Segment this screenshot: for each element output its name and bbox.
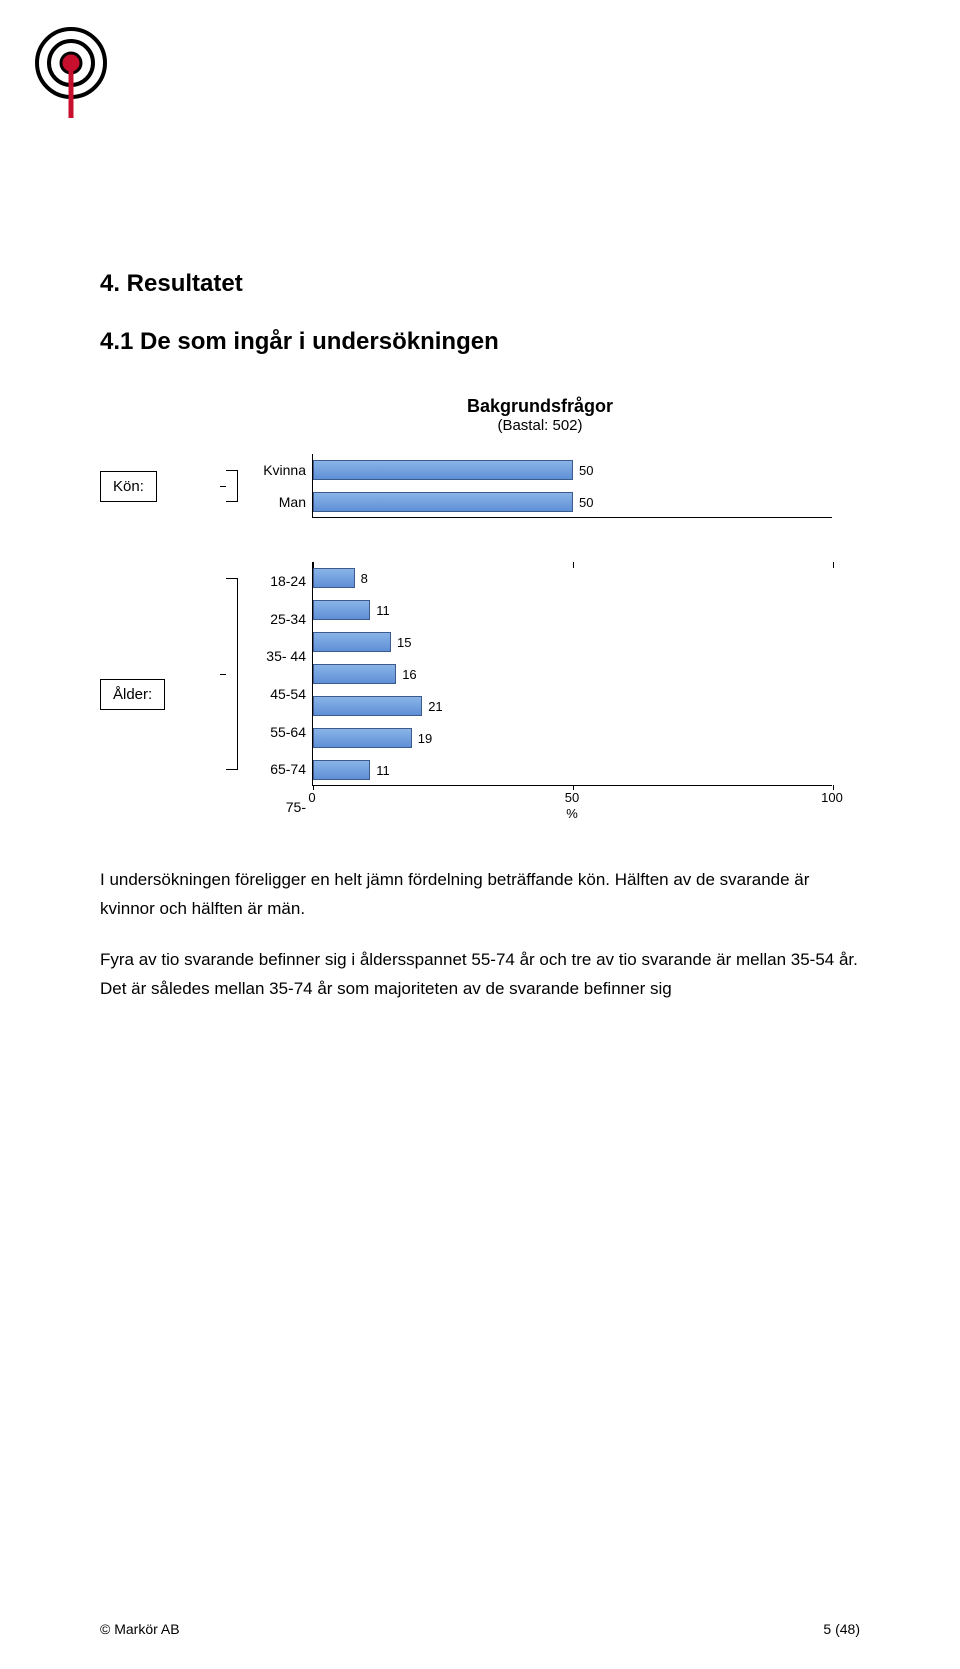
chart-title: Bakgrundsfrågor [220,396,860,417]
bar [313,632,391,652]
footer-copyright: © Markör AB [100,1621,180,1637]
category-label: 45-54 [270,678,306,710]
x-axis-label: % [566,806,578,821]
bar-value: 19 [418,731,432,746]
bar-value: 11 [376,603,390,618]
bar-value: 11 [376,763,390,778]
bar-value: 21 [428,699,442,714]
bar-value: 50 [579,463,593,478]
category-label: 75- [286,791,306,823]
gender-chart: Kön: KvinnaMan 50 50 [100,454,860,518]
bar [313,664,396,684]
category-label: Man [279,486,306,518]
chart-subtitle: (Bastal: 502) [220,417,860,434]
age-chart: Ålder: 18-24 25-34 35- 44 45-54 55-64 65-74 75… [100,562,860,826]
category-label: 18-24 [270,565,306,597]
logo [32,24,110,127]
bar [313,760,370,780]
subsection-heading: 4.1 De som ingår i undersökningen [100,328,860,356]
age-group-label: Ålder: [100,679,165,710]
x-tick-label: 50 [565,790,579,805]
category-label: 35- 44 [266,640,306,672]
bar [313,600,370,620]
category-label: 55-64 [270,716,306,748]
gender-group-label: Kön: [100,471,157,502]
bar [313,696,422,716]
category-label: 25-34 [270,603,306,635]
x-tick-label: 100 [821,790,843,805]
chart-title-block: Bakgrundsfrågor (Bastal: 502) [220,396,860,434]
footer-page-number: 5 (48) [823,1621,860,1637]
bar-value: 50 [579,495,593,510]
bar-value: 16 [402,667,416,682]
bar [313,568,355,588]
bar-value: 15 [397,635,411,650]
bar [313,728,412,748]
section-heading: 4. Resultatet [100,270,860,298]
x-tick-label: 0 [308,790,315,805]
category-label: Kvinna [263,454,306,486]
bar-value: 8 [361,571,368,586]
paragraph-2: Fyra av tio svarande befinner sig i ålde… [100,946,860,1004]
paragraph-1: I undersökningen föreligger en helt jämn… [100,866,860,924]
category-label: 65-74 [270,753,306,785]
bar [313,492,573,512]
bar [313,460,573,480]
